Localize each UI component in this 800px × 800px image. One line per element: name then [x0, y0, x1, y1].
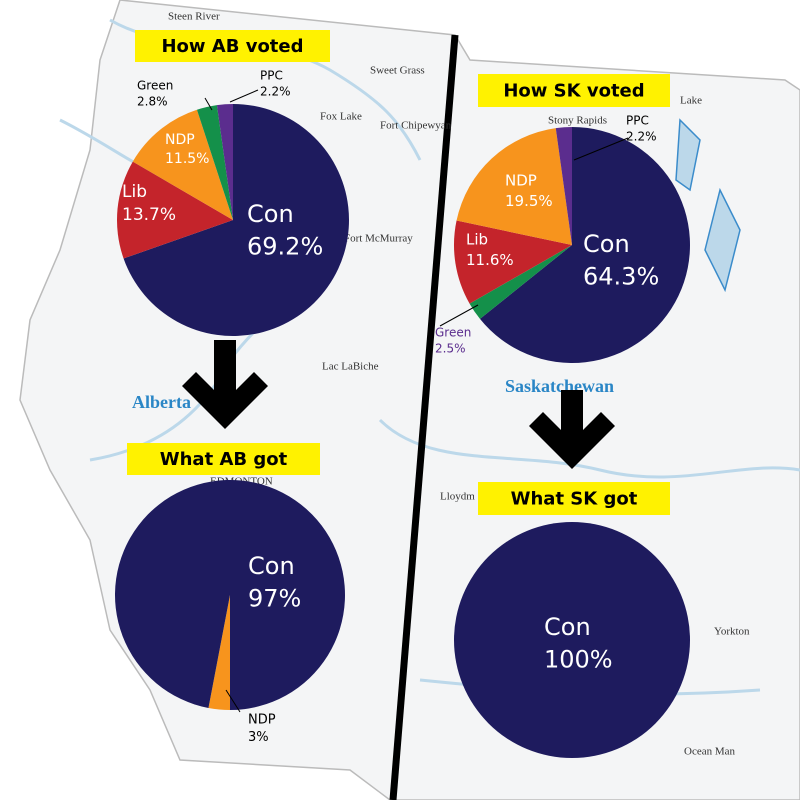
slice-value: 2.2%: [626, 130, 657, 144]
slice-value: 11.5%: [165, 151, 209, 167]
lakes: [675, 118, 741, 293]
slice-value: 2.5%: [435, 342, 466, 356]
slice-value: 11.6%: [466, 251, 514, 269]
title-box: [478, 74, 670, 107]
slice-value: 100%: [544, 645, 613, 673]
map-label: Lloydm: [440, 491, 475, 503]
map-label: Lake: [680, 95, 702, 107]
map-label: Sweet Grass: [370, 65, 425, 77]
pie-slice: [469, 245, 572, 319]
chart-title: How SK voted: [503, 81, 644, 102]
pie-slice: [454, 522, 690, 758]
title-box: [135, 30, 330, 62]
slice-name: Con: [248, 552, 295, 580]
pie-slice: [132, 109, 233, 220]
arrows: [182, 340, 615, 469]
map-label: Alberta: [132, 392, 191, 412]
leader-line: [439, 304, 479, 327]
pie-slice: [555, 127, 572, 245]
border-line: [389, 34, 459, 800]
map-label: Stony Rapids: [548, 115, 607, 127]
slice-name: PPC: [626, 114, 649, 128]
chart-title: What AB got: [160, 449, 288, 470]
pie-slice: [479, 127, 690, 363]
map-label: Yorkton: [714, 626, 750, 638]
map-label: Fort McMurray: [344, 233, 413, 245]
leader-line: [573, 137, 629, 161]
title-box: [127, 443, 320, 475]
pie-slice: [454, 220, 572, 304]
slice-value: 2.2%: [260, 85, 291, 99]
pie-slice: [117, 161, 233, 259]
leader-line: [225, 689, 241, 713]
slice-name: Con: [583, 230, 630, 258]
slice-name: NDP: [505, 172, 537, 190]
slice-name: Green: [435, 326, 471, 340]
pie-slice: [208, 595, 230, 710]
slice-name: NDP: [165, 132, 195, 148]
slice-value: 97%: [248, 584, 301, 612]
pie-slice: [123, 104, 349, 337]
slice-name: Lib: [466, 231, 488, 249]
slice-name: Con: [247, 200, 294, 228]
slice-value: 69.2%: [247, 232, 323, 260]
leader-line: [204, 97, 213, 111]
slice-name: Con: [544, 613, 591, 641]
map-label: Fort Chipewyan: [380, 120, 452, 132]
slice-name: PPC: [260, 69, 283, 83]
map-label: Ocean Man: [684, 746, 736, 758]
map-label: Saskatchewan: [505, 376, 614, 396]
slice-value: 2.8%: [137, 95, 168, 109]
pie-slice: [456, 128, 572, 245]
pie-slice: [114, 479, 345, 710]
leader-line: [229, 89, 259, 103]
slice-value: 19.5%: [505, 192, 553, 210]
slice-name: Green: [137, 79, 173, 93]
slice-value: 3%: [248, 730, 269, 745]
slice-value: 13.7%: [122, 205, 176, 225]
chart-title: How AB voted: [161, 36, 303, 57]
map-label: Steen River: [168, 11, 220, 23]
title-box: [478, 482, 670, 515]
map-label: Fox Lake: [320, 111, 362, 123]
pie-slice: [196, 105, 233, 220]
map-label: Lac LaBiche: [322, 361, 379, 373]
pie-slice: [216, 104, 233, 220]
chart-title: What SK got: [511, 489, 638, 510]
slice-name: Lib: [122, 182, 147, 202]
slice-name: NDP: [248, 713, 276, 728]
slice-value: 64.3%: [583, 262, 659, 290]
